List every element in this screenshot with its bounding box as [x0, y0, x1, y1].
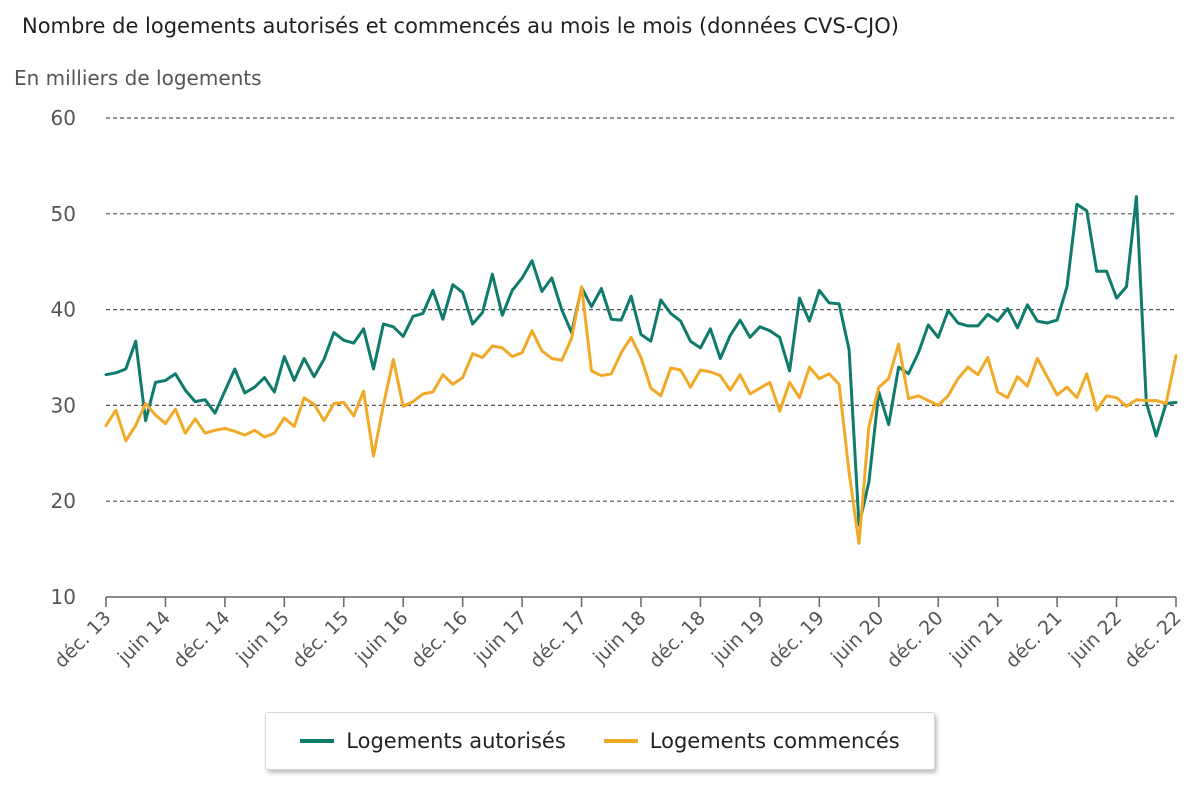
x-tick-label: déc. 15: [288, 607, 353, 672]
x-tick-label: déc. 21: [1001, 607, 1066, 672]
x-tick-label: déc. 22: [1120, 607, 1185, 672]
x-tick-label: juin 15: [232, 607, 294, 669]
series-line-autorises: [104, 195, 1178, 527]
y-tick-label: 20: [51, 489, 76, 513]
x-tick-label: juin 14: [113, 607, 175, 669]
chart-title: Nombre de logements autorisés et commenc…: [22, 14, 899, 38]
legend-item-commences[interactable]: Logements commencés: [603, 729, 900, 753]
series-lines: [104, 195, 1178, 545]
x-tick-label: juin 21: [945, 607, 1007, 669]
legend-swatch-commences: [603, 739, 638, 743]
legend-swatch-autorises: [300, 739, 335, 743]
legend-label-commences: Logements commencés: [649, 729, 900, 753]
x-tick-label: déc. 20: [882, 607, 947, 672]
grid-lines: [106, 117, 1176, 502]
x-tick-label: juin 16: [351, 607, 413, 669]
legend-item-autorises[interactable]: Logements autorisés: [300, 729, 566, 753]
x-tick-label: juin 17: [470, 607, 532, 669]
y-tick-label: 60: [51, 106, 76, 130]
y-tick-labels: 10 20 30 40 50 60: [51, 106, 76, 609]
x-tick-label: déc. 16: [407, 607, 472, 672]
y-tick-label: 10: [51, 585, 76, 609]
x-tick-label: déc. 17: [526, 607, 591, 672]
y-tick-label: 50: [51, 202, 76, 226]
series-line-commences: [104, 285, 1178, 545]
x-tick-label: déc. 18: [645, 607, 710, 672]
x-tick-label: juin 18: [588, 607, 650, 669]
x-tick-label: juin 22: [1064, 607, 1126, 669]
y-tick-label: 30: [51, 393, 76, 417]
y-axis-label: En milliers de logements: [14, 66, 262, 90]
x-tick-label: déc. 14: [169, 607, 234, 672]
x-tick-label: juin 19: [707, 607, 769, 669]
y-tick-label: 40: [51, 298, 76, 322]
x-tick-label: juin 20: [826, 607, 888, 669]
legend: Logements autorisés Logements commencés: [265, 712, 935, 770]
legend-label-autorises: Logements autorisés: [346, 729, 566, 753]
x-tick-label: déc. 19: [763, 607, 828, 672]
x-tick-label: déc. 13: [50, 607, 115, 672]
